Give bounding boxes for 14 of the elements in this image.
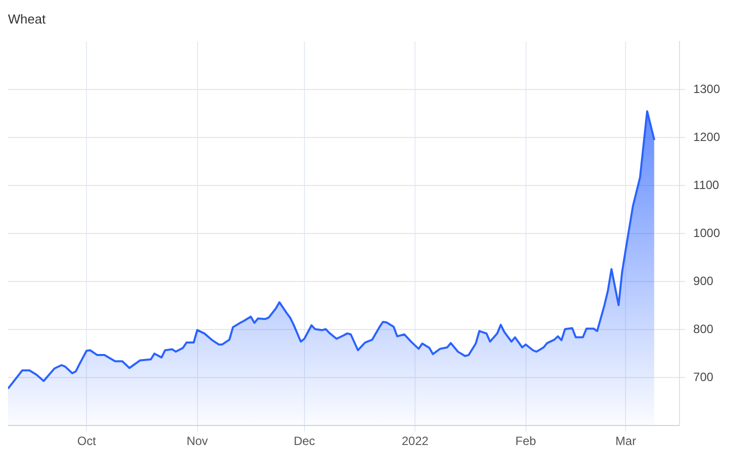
x-tick-label: 2022 — [402, 434, 429, 448]
x-tick-label: Nov — [186, 434, 208, 448]
x-tick-label: Mar — [615, 434, 636, 448]
y-tick-label: 900 — [693, 274, 714, 288]
y-tick-label: 1300 — [693, 82, 720, 96]
y-tick-label: 800 — [693, 322, 714, 336]
y-tick-label: 700 — [693, 370, 714, 384]
y-tick-label: 1200 — [693, 130, 720, 144]
x-tick-label: Dec — [294, 434, 316, 448]
y-tick-label: 1100 — [693, 178, 720, 192]
x-tick-label: Oct — [77, 434, 97, 448]
y-tick-label: 1000 — [693, 226, 720, 240]
x-tick-label: Feb — [515, 434, 536, 448]
chart-title: Wheat — [8, 11, 46, 26]
